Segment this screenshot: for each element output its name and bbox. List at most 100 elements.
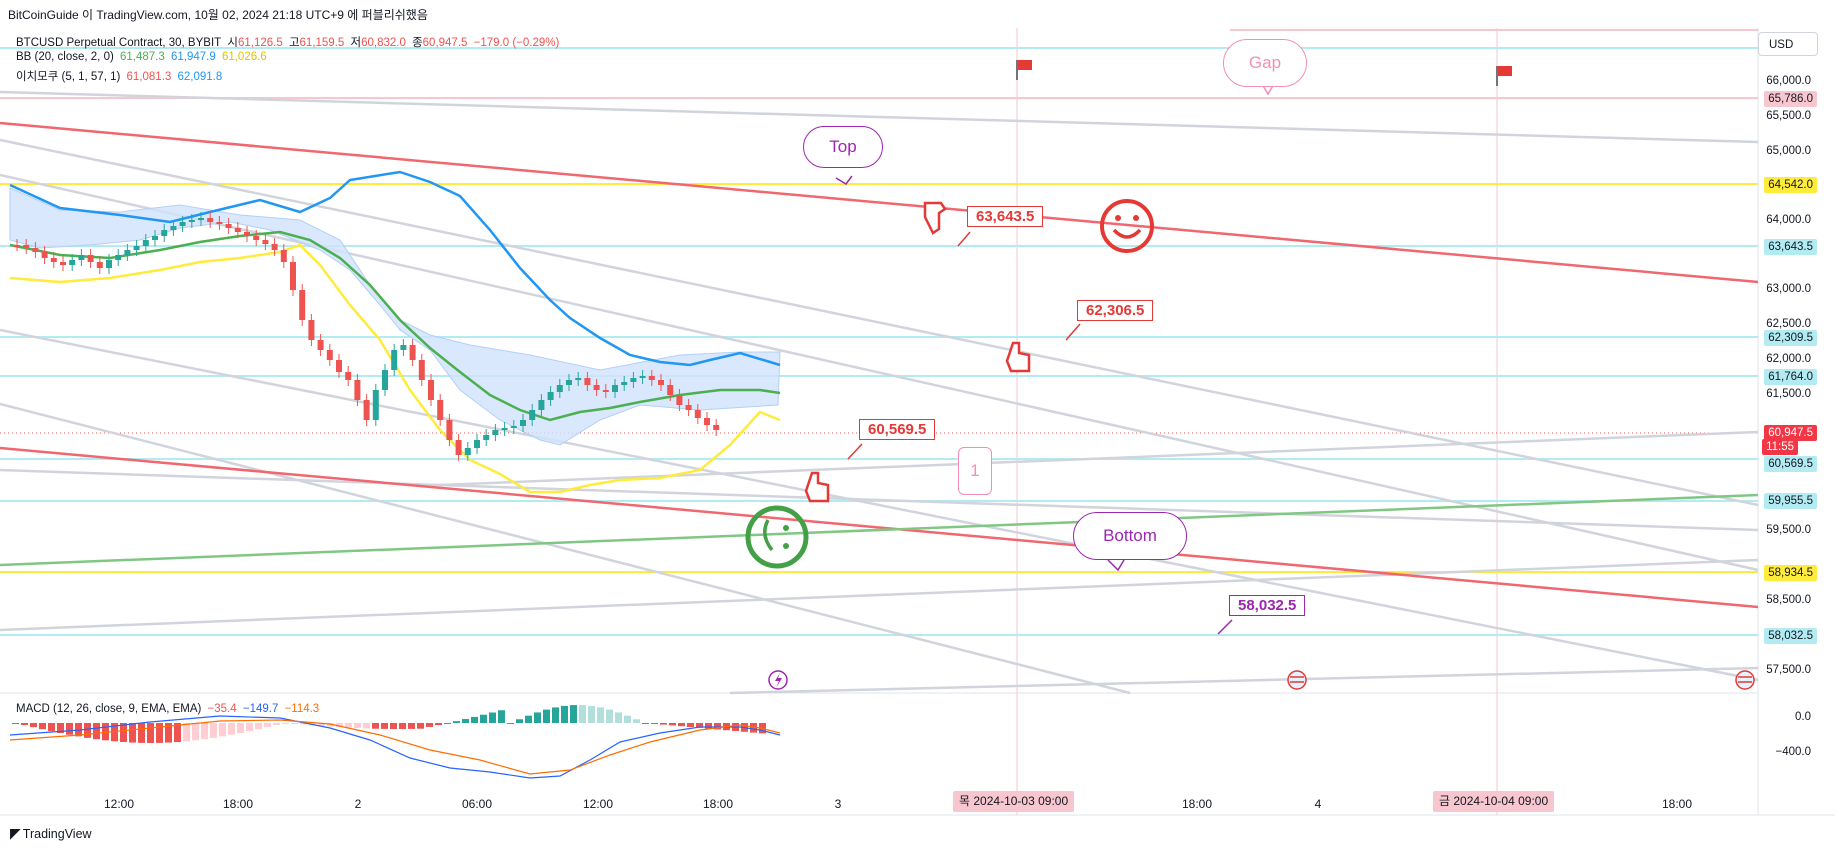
- price-tag[interactable]: 59,955.5: [1764, 493, 1817, 509]
- ichimoku-label[interactable]: 이치모쿠 (5, 1, 57, 1): [16, 71, 121, 83]
- x-axis-tick: 2: [354, 797, 362, 811]
- price-callout[interactable]: 58,032.5: [1229, 595, 1306, 616]
- candle-body: [262, 240, 269, 244]
- currency-button[interactable]: USD: [1758, 32, 1818, 56]
- last-price-tag[interactable]: 60,947.5: [1764, 425, 1817, 441]
- gap-annotation[interactable]: Gap: [1223, 39, 1307, 87]
- macd-bar: [381, 723, 388, 729]
- candle-body: [418, 360, 425, 380]
- candle-body: [179, 222, 186, 226]
- macd-line: [9, 715, 781, 779]
- bottom-annotation[interactable]: Bottom: [1073, 512, 1187, 560]
- bb-basis-value: 61,487.3: [120, 51, 165, 63]
- hand-pointer-icon[interactable]: [804, 471, 830, 503]
- price-callout[interactable]: 62,306.5: [1077, 300, 1154, 321]
- date-highlight: 금 2024-10-04 09:00: [1433, 791, 1555, 812]
- macd-bar: [669, 723, 676, 726]
- candle-body: [326, 350, 333, 360]
- red-trendline[interactable]: [0, 121, 1759, 284]
- lightning-event-icon[interactable]: [768, 670, 788, 690]
- macd-bar: [327, 723, 334, 727]
- y-axis-tick: 64,000.0: [1766, 214, 1811, 226]
- hand-pointer-icon[interactable]: [1005, 341, 1031, 373]
- candle-body: [106, 260, 112, 268]
- bb-lower-line: [9, 243, 781, 494]
- bb-basis-line: [9, 230, 781, 422]
- ichimoku-cloud: [9, 187, 781, 446]
- candle-body: [225, 224, 232, 228]
- red-trendline[interactable]: [0, 446, 1759, 609]
- us-flag-event-icon[interactable]: [1735, 670, 1755, 690]
- macd-legend[interactable]: MACD (12, 26, close, 9, EMA, EMA) −35.4 …: [16, 703, 322, 715]
- green-face-icon[interactable]: [745, 505, 809, 569]
- macd-bar: [12, 723, 19, 724]
- candle-body: [483, 435, 490, 440]
- candle-body: [704, 418, 710, 425]
- candle-body: [69, 260, 76, 265]
- candle-body: [676, 395, 683, 405]
- publish-info: BitCoinGuide 이 TradingView.com, 10월 02, …: [8, 8, 428, 22]
- macd-bar: [399, 723, 406, 729]
- smiley-icon[interactable]: [1100, 199, 1154, 253]
- symbol-legend[interactable]: BTCUSD Perpetual Contract, 30, BYBIT 시61…: [16, 34, 562, 50]
- candle-body: [584, 378, 591, 385]
- macd-bar: [507, 723, 514, 724]
- macd-bar: [525, 715, 532, 723]
- candle-body: [363, 400, 370, 420]
- candle-body: [446, 420, 453, 440]
- green-trendline[interactable]: [0, 493, 1759, 567]
- candle-body: [464, 448, 471, 455]
- macd-bar: [615, 712, 622, 723]
- candle-body: [207, 218, 214, 222]
- gray-trendlines[interactable]: [0, 90, 1759, 695]
- macd-bar: [624, 715, 631, 723]
- candle-body: [501, 428, 508, 430]
- tradingview-logo[interactable]: ◤ TradingView: [10, 825, 92, 842]
- price-tag[interactable]: 60,569.5: [1764, 456, 1817, 472]
- flag-icon[interactable]: [1496, 66, 1512, 86]
- bb-label[interactable]: BB (20, close, 2, 0): [16, 51, 114, 63]
- top-annotation[interactable]: Top: [803, 126, 883, 168]
- change-value: −179.0 (−0.29%): [473, 37, 560, 49]
- candlestick-series[interactable]: [14, 212, 720, 461]
- us-flag-event-icon[interactable]: [1287, 670, 1307, 690]
- price-tag[interactable]: 58,032.5: [1764, 628, 1817, 644]
- price-callout[interactable]: 60,569.5: [859, 419, 936, 440]
- price-tag[interactable]: 63,643.5: [1764, 239, 1817, 255]
- symbol-name[interactable]: BTCUSD Perpetual Contract, 30, BYBIT: [16, 37, 222, 49]
- price-tag[interactable]: 58,934.5: [1764, 565, 1817, 581]
- price-tag[interactable]: 65,786.0: [1764, 91, 1817, 107]
- macd-axis-tick: 0.0: [1795, 711, 1811, 723]
- flag-icon[interactable]: [1016, 60, 1032, 80]
- candle-body: [142, 240, 149, 246]
- hand-pointer-icon[interactable]: [923, 201, 947, 235]
- macd-bar: [174, 723, 181, 743]
- low-value: 60,832.0: [361, 37, 406, 49]
- y-axis-tick: 57,500.0: [1766, 664, 1811, 676]
- macd-bar: [318, 723, 325, 726]
- y-axis-tick: 59,500.0: [1766, 524, 1811, 536]
- macd-bar: [57, 723, 64, 733]
- macd-bar: [417, 723, 424, 729]
- macd-label[interactable]: MACD (12, 26, close, 9, EMA, EMA): [16, 703, 202, 715]
- bb-legend[interactable]: BB (20, close, 2, 0) 61,487.3 61,947.9 6…: [16, 51, 270, 63]
- ichimoku-legend[interactable]: 이치모쿠 (5, 1, 57, 1) 61,081.3 62,091.8: [16, 68, 225, 84]
- macd-bar: [543, 709, 550, 723]
- price-tag[interactable]: 62,309.5: [1764, 330, 1817, 346]
- macd-bar: [273, 723, 280, 726]
- macd-bar: [255, 723, 262, 730]
- macd-bar: [228, 723, 235, 735]
- brand-name: TradingView: [22, 827, 92, 841]
- price-tag[interactable]: 61,764.0: [1764, 369, 1817, 385]
- price-tag[interactable]: 64,542.0: [1764, 177, 1817, 193]
- x-axis-tick: 12:00: [582, 797, 614, 811]
- x-axis-tick: 18:00: [702, 797, 734, 811]
- macd-bar: [390, 723, 397, 729]
- candle-body: [280, 250, 287, 262]
- macd-bar: [561, 705, 568, 723]
- price-callout[interactable]: 63,643.5: [967, 206, 1044, 227]
- high-value: 61,159.5: [299, 37, 345, 49]
- number-marker[interactable]: 1: [958, 447, 992, 495]
- candle-body: [510, 426, 517, 428]
